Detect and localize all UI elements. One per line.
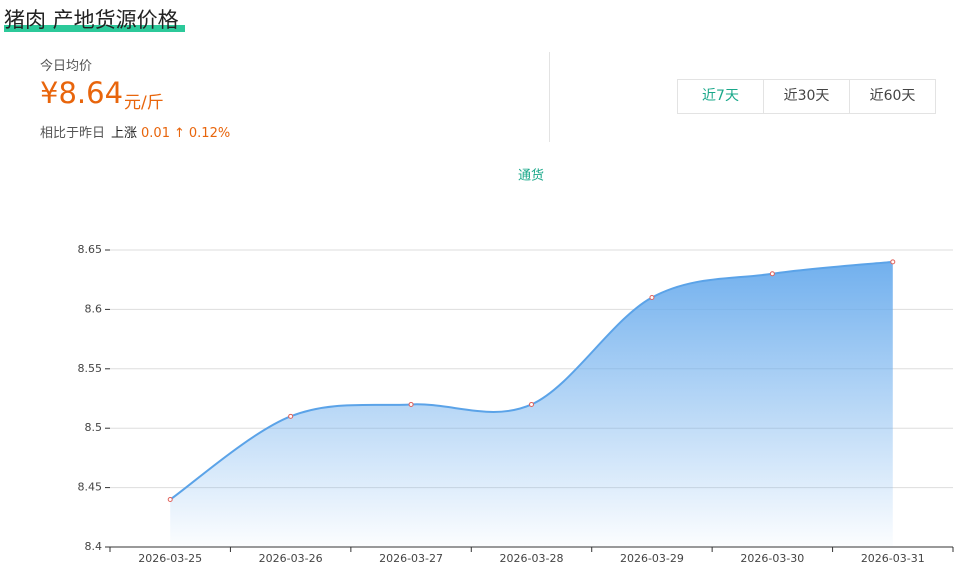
divider	[549, 52, 550, 142]
x-tick-label: 2026-03-26	[259, 552, 323, 565]
x-tick-label: 2026-03-28	[500, 552, 564, 565]
x-tick-label: 2026-03-29	[620, 552, 684, 565]
y-tick-label: 8.65	[78, 243, 103, 256]
point	[408, 401, 414, 407]
y-tick-label: 8.5	[85, 421, 103, 434]
range-tab[interactable]: 近60天	[849, 80, 935, 113]
price: ¥8.64	[40, 76, 124, 110]
page-title: 猪肉 产地货源价格	[4, 8, 179, 32]
y-tick-label: 8.4	[85, 540, 103, 553]
point	[529, 401, 534, 407]
arrow: ↑	[173, 126, 185, 141]
y-tick-label: 8.55	[78, 362, 103, 375]
x-tick-label: 2026-03-27	[379, 552, 443, 565]
y-tick-label: 8.6	[85, 302, 103, 315]
price-unit: 元/斤	[124, 93, 164, 113]
point	[890, 259, 896, 265]
range-tabs: 近7天 近30天 近60天	[677, 79, 936, 114]
point	[167, 496, 173, 502]
price-label: 今日均价	[40, 59, 93, 74]
y-tick-label: 8.45	[78, 481, 103, 494]
x-tick-label: 2026-03-31	[861, 552, 925, 565]
change-pct: 0.12%	[188, 126, 231, 141]
compare-label: 相比于昨日	[40, 126, 106, 141]
point	[649, 295, 655, 301]
comparison: 相比于昨日 上涨 0.01 ↑ 0.12%	[40, 122, 230, 141]
point	[288, 413, 294, 419]
x-tick-label: 2026-03-25	[138, 552, 202, 565]
trend: 上涨	[111, 126, 138, 141]
change: 0.01	[141, 126, 170, 141]
range-tab[interactable]: 近7天	[702, 88, 739, 104]
legend-entry: 通货	[518, 168, 544, 184]
point	[769, 271, 775, 277]
range-tab[interactable]: 近30天	[763, 80, 849, 113]
x-tick-label: 2026-03-30	[740, 552, 804, 565]
